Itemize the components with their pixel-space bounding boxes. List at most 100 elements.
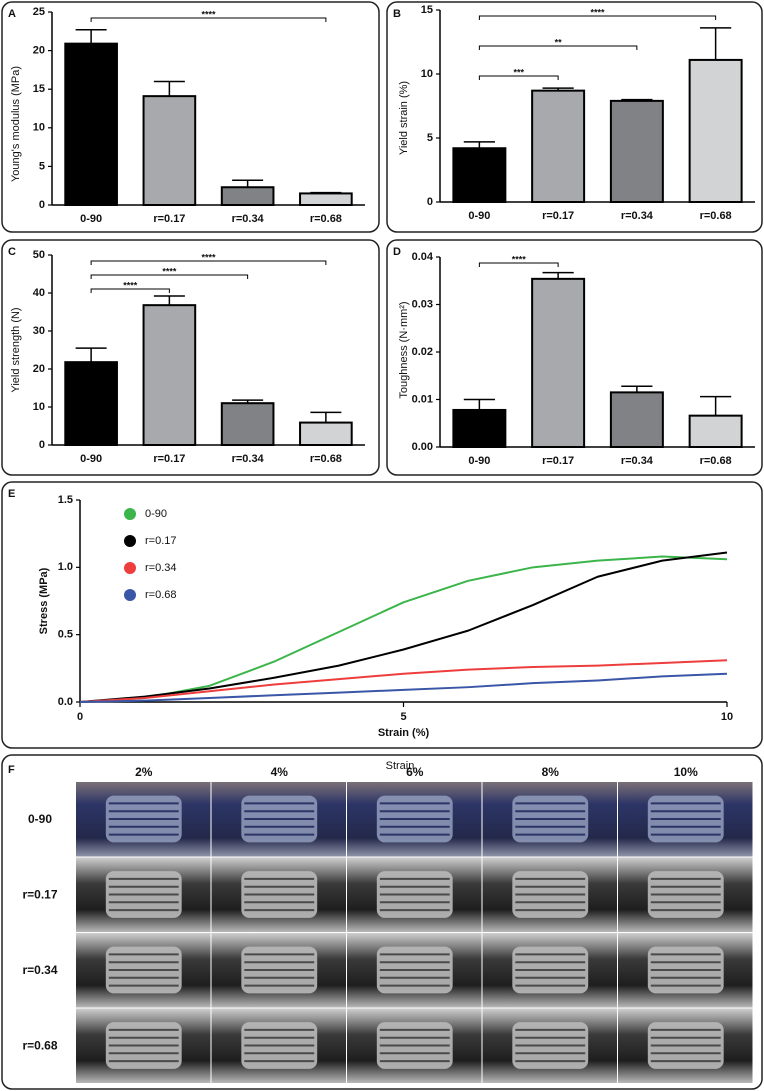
x-tick-label: r=0.17 <box>542 210 574 222</box>
panel-frame <box>1 239 380 476</box>
significance-bracket <box>478 262 559 267</box>
significance-bracket <box>90 288 170 293</box>
x-axis-title: Strain (%) <box>378 727 430 739</box>
bar <box>609 99 664 203</box>
y-axis-title: Stress (MPa) <box>38 567 50 634</box>
line <box>79 555 728 703</box>
x-tick-label: 0-90 <box>80 213 102 225</box>
x-tick-label: 0-90 <box>468 455 490 467</box>
significance-bracket <box>90 260 327 265</box>
significance-label: **** <box>590 7 605 17</box>
bar <box>64 361 118 446</box>
bar <box>299 192 353 206</box>
y-tick-label: 0.03 <box>412 298 433 310</box>
y-tick-label: 0 <box>427 196 433 208</box>
panel-label: D <box>393 246 401 258</box>
y-tick-label: 1.0 <box>58 561 73 573</box>
significance-bracket <box>90 274 249 279</box>
x-tick-label: r=0.17 <box>153 453 185 465</box>
significance-label: ** <box>555 37 563 47</box>
y-tick-label: 10 <box>421 68 433 80</box>
line <box>79 672 728 703</box>
y-axis-title: Yield strain (%) <box>398 81 410 155</box>
y-tick-label: 10 <box>33 401 45 413</box>
y-tick-label: 30 <box>33 325 45 337</box>
legend-label: r=0.34 <box>145 562 177 574</box>
x-tick-label: r=0.34 <box>232 453 265 465</box>
y-axis-title: Toughness (N·mm²) <box>398 301 410 398</box>
x-tick-label: r=0.68 <box>700 210 732 222</box>
line <box>79 551 728 703</box>
legend-label: r=0.68 <box>145 589 177 601</box>
row-label: r=0.68 <box>22 1038 57 1052</box>
panel-label: C <box>8 246 16 258</box>
significance-bracket <box>478 75 559 80</box>
y-tick-label: 40 <box>33 287 45 299</box>
bar <box>142 304 197 446</box>
legend-swatch <box>124 535 136 547</box>
y-axis-title: Yield strength (N) <box>10 307 22 392</box>
significance-bracket <box>478 15 717 20</box>
x-tick-label: r=0.17 <box>542 455 574 467</box>
y-tick-label: 10 <box>33 122 45 134</box>
legend-label: r=0.17 <box>145 535 177 547</box>
panel-label: E <box>8 488 15 500</box>
row-label: r=0.17 <box>22 887 57 901</box>
x-tick-label: r=0.34 <box>621 210 654 222</box>
significance-label: **** <box>162 266 177 276</box>
y-tick-label: 0.01 <box>412 393 433 405</box>
y-tick-label: 50 <box>33 249 45 261</box>
grid-title: Strain <box>386 760 415 772</box>
line <box>79 659 728 703</box>
bar <box>688 58 743 203</box>
column-label: 4% <box>271 765 289 779</box>
significance-label: **** <box>201 252 216 262</box>
y-tick-label: 0 <box>39 199 45 211</box>
significance-label: **** <box>201 9 216 19</box>
y-tick-label: 0.0 <box>58 696 73 708</box>
bar <box>452 408 507 449</box>
column-label: 6% <box>406 765 424 779</box>
y-tick-label: 25 <box>33 6 45 18</box>
bar <box>688 414 743 448</box>
x-tick-label: 10 <box>721 711 733 723</box>
x-tick-label: 5 <box>400 711 406 723</box>
panel-frame <box>1 754 763 1090</box>
panel-frame <box>1 481 763 749</box>
bar <box>299 421 353 446</box>
panel-label: B <box>393 8 401 20</box>
y-tick-label: 15 <box>421 4 433 16</box>
significance-label: *** <box>513 67 524 77</box>
legend-swatch <box>124 562 136 574</box>
y-tick-label: 15 <box>33 83 45 95</box>
x-tick-label: 0-90 <box>80 453 102 465</box>
column-label: 10% <box>674 765 698 779</box>
bar <box>609 391 664 448</box>
panel-frame <box>386 239 763 476</box>
y-axis-title: Young's modulus (MPa) <box>10 66 22 182</box>
x-tick-label: 0-90 <box>468 210 490 222</box>
y-tick-label: 0.00 <box>412 441 433 453</box>
y-tick-label: 5 <box>39 160 45 172</box>
bar <box>531 277 586 448</box>
panel-label: F <box>8 764 15 776</box>
legend-swatch <box>124 508 136 520</box>
y-tick-label: 0.04 <box>412 251 434 263</box>
y-tick-label: 0.02 <box>412 346 433 358</box>
significance-label: **** <box>512 254 527 264</box>
x-tick-label: r=0.68 <box>700 455 732 467</box>
x-tick-label: r=0.34 <box>621 455 654 467</box>
x-tick-label: r=0.68 <box>310 453 342 465</box>
row-label: 0-90 <box>28 812 52 826</box>
significance-label: **** <box>123 280 138 290</box>
bar <box>142 95 197 206</box>
y-tick-label: 5 <box>427 132 433 144</box>
bar <box>220 186 275 207</box>
panel-frame <box>386 1 763 233</box>
row-label: r=0.34 <box>22 963 57 977</box>
bar <box>531 89 586 203</box>
x-tick-label: 0 <box>77 711 83 723</box>
bar <box>64 42 118 207</box>
x-tick-label: r=0.17 <box>153 213 185 225</box>
